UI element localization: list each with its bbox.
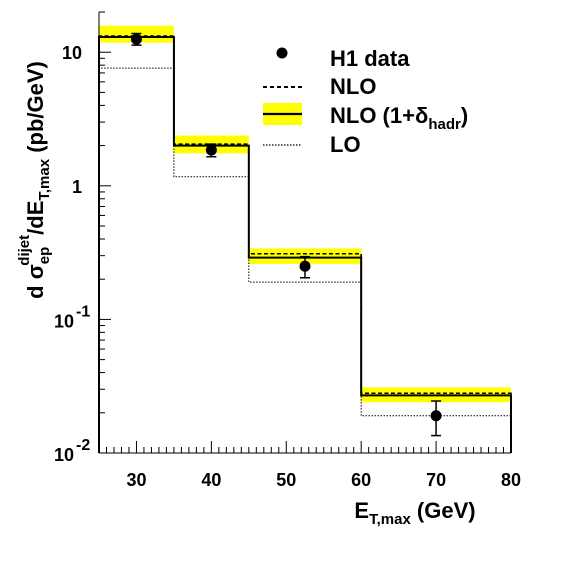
point-layer — [130, 32, 442, 437]
y-axis-title-d: d — [23, 285, 48, 298]
y-tick-label-3: 10 — [54, 311, 74, 331]
y-axis-title-unit: (pb/GeV) — [23, 61, 48, 159]
legend-label-nlo-hadr: NLO (1+δhadr) — [330, 103, 468, 133]
y-axis-title-slash-d: /dE — [23, 201, 48, 235]
y-axis-title-sigma: σ — [23, 264, 48, 279]
y-tick-label-4: 10 — [54, 445, 74, 465]
h1-data-point-3 — [299, 260, 311, 272]
y-tick-label-exp-3: -1 — [76, 303, 90, 320]
legend-label-nlo-hadr-close: ) — [461, 103, 468, 128]
nlo-line — [98, 35, 512, 453]
x-axis-title: ET,max (GeV) — [354, 498, 475, 528]
legend: H1 data NLO NLO (1+δhadr) LO — [263, 46, 468, 157]
y-axis-title: d σepdijet/dET,max (pb/GeV) — [16, 61, 53, 299]
x-tick-label-30: 30 — [126, 470, 146, 490]
legend-label-nlo-hadr-delta: δ — [415, 103, 428, 128]
y-axis-title-e-sub: T,max — [36, 158, 53, 200]
legend-marker-h1-data — [276, 47, 288, 59]
x-axis-title-unit: (GeV) — [411, 498, 476, 523]
x-tick-label-60: 60 — [351, 470, 371, 490]
x-tick-label-80: 80 — [501, 470, 521, 490]
x-tick-label-40: 40 — [201, 470, 221, 490]
y-tick-label-1: 10 — [62, 43, 82, 63]
y-axis-title-sigma-sub: ep — [36, 247, 53, 265]
legend-label-nlo-hadr-main: NLO (1+ — [330, 103, 415, 128]
y-tick-label-2: 1 — [72, 177, 82, 197]
h1-data-point-1 — [130, 33, 142, 45]
x-axis-title-sub: T,max — [369, 511, 411, 528]
h1-data-point-2 — [205, 144, 217, 156]
legend-label-lo: LO — [330, 132, 361, 157]
legend-label-h1-data: H1 data — [330, 46, 410, 71]
y-tick-label-exp-4: -2 — [76, 437, 90, 454]
x-axis-title-main: E — [354, 498, 369, 523]
legend-label-nlo-hadr-sub: hadr — [428, 116, 461, 133]
band-layer — [99, 25, 511, 403]
x-tick-label-50: 50 — [276, 470, 296, 490]
x-tick-label-70: 70 — [426, 470, 446, 490]
y-axis-title-sigma-sup: dijet — [16, 235, 33, 266]
axes — [98, 11, 512, 454]
h1-data-point-4 — [430, 410, 442, 422]
legend-label-nlo: NLO — [330, 74, 376, 99]
